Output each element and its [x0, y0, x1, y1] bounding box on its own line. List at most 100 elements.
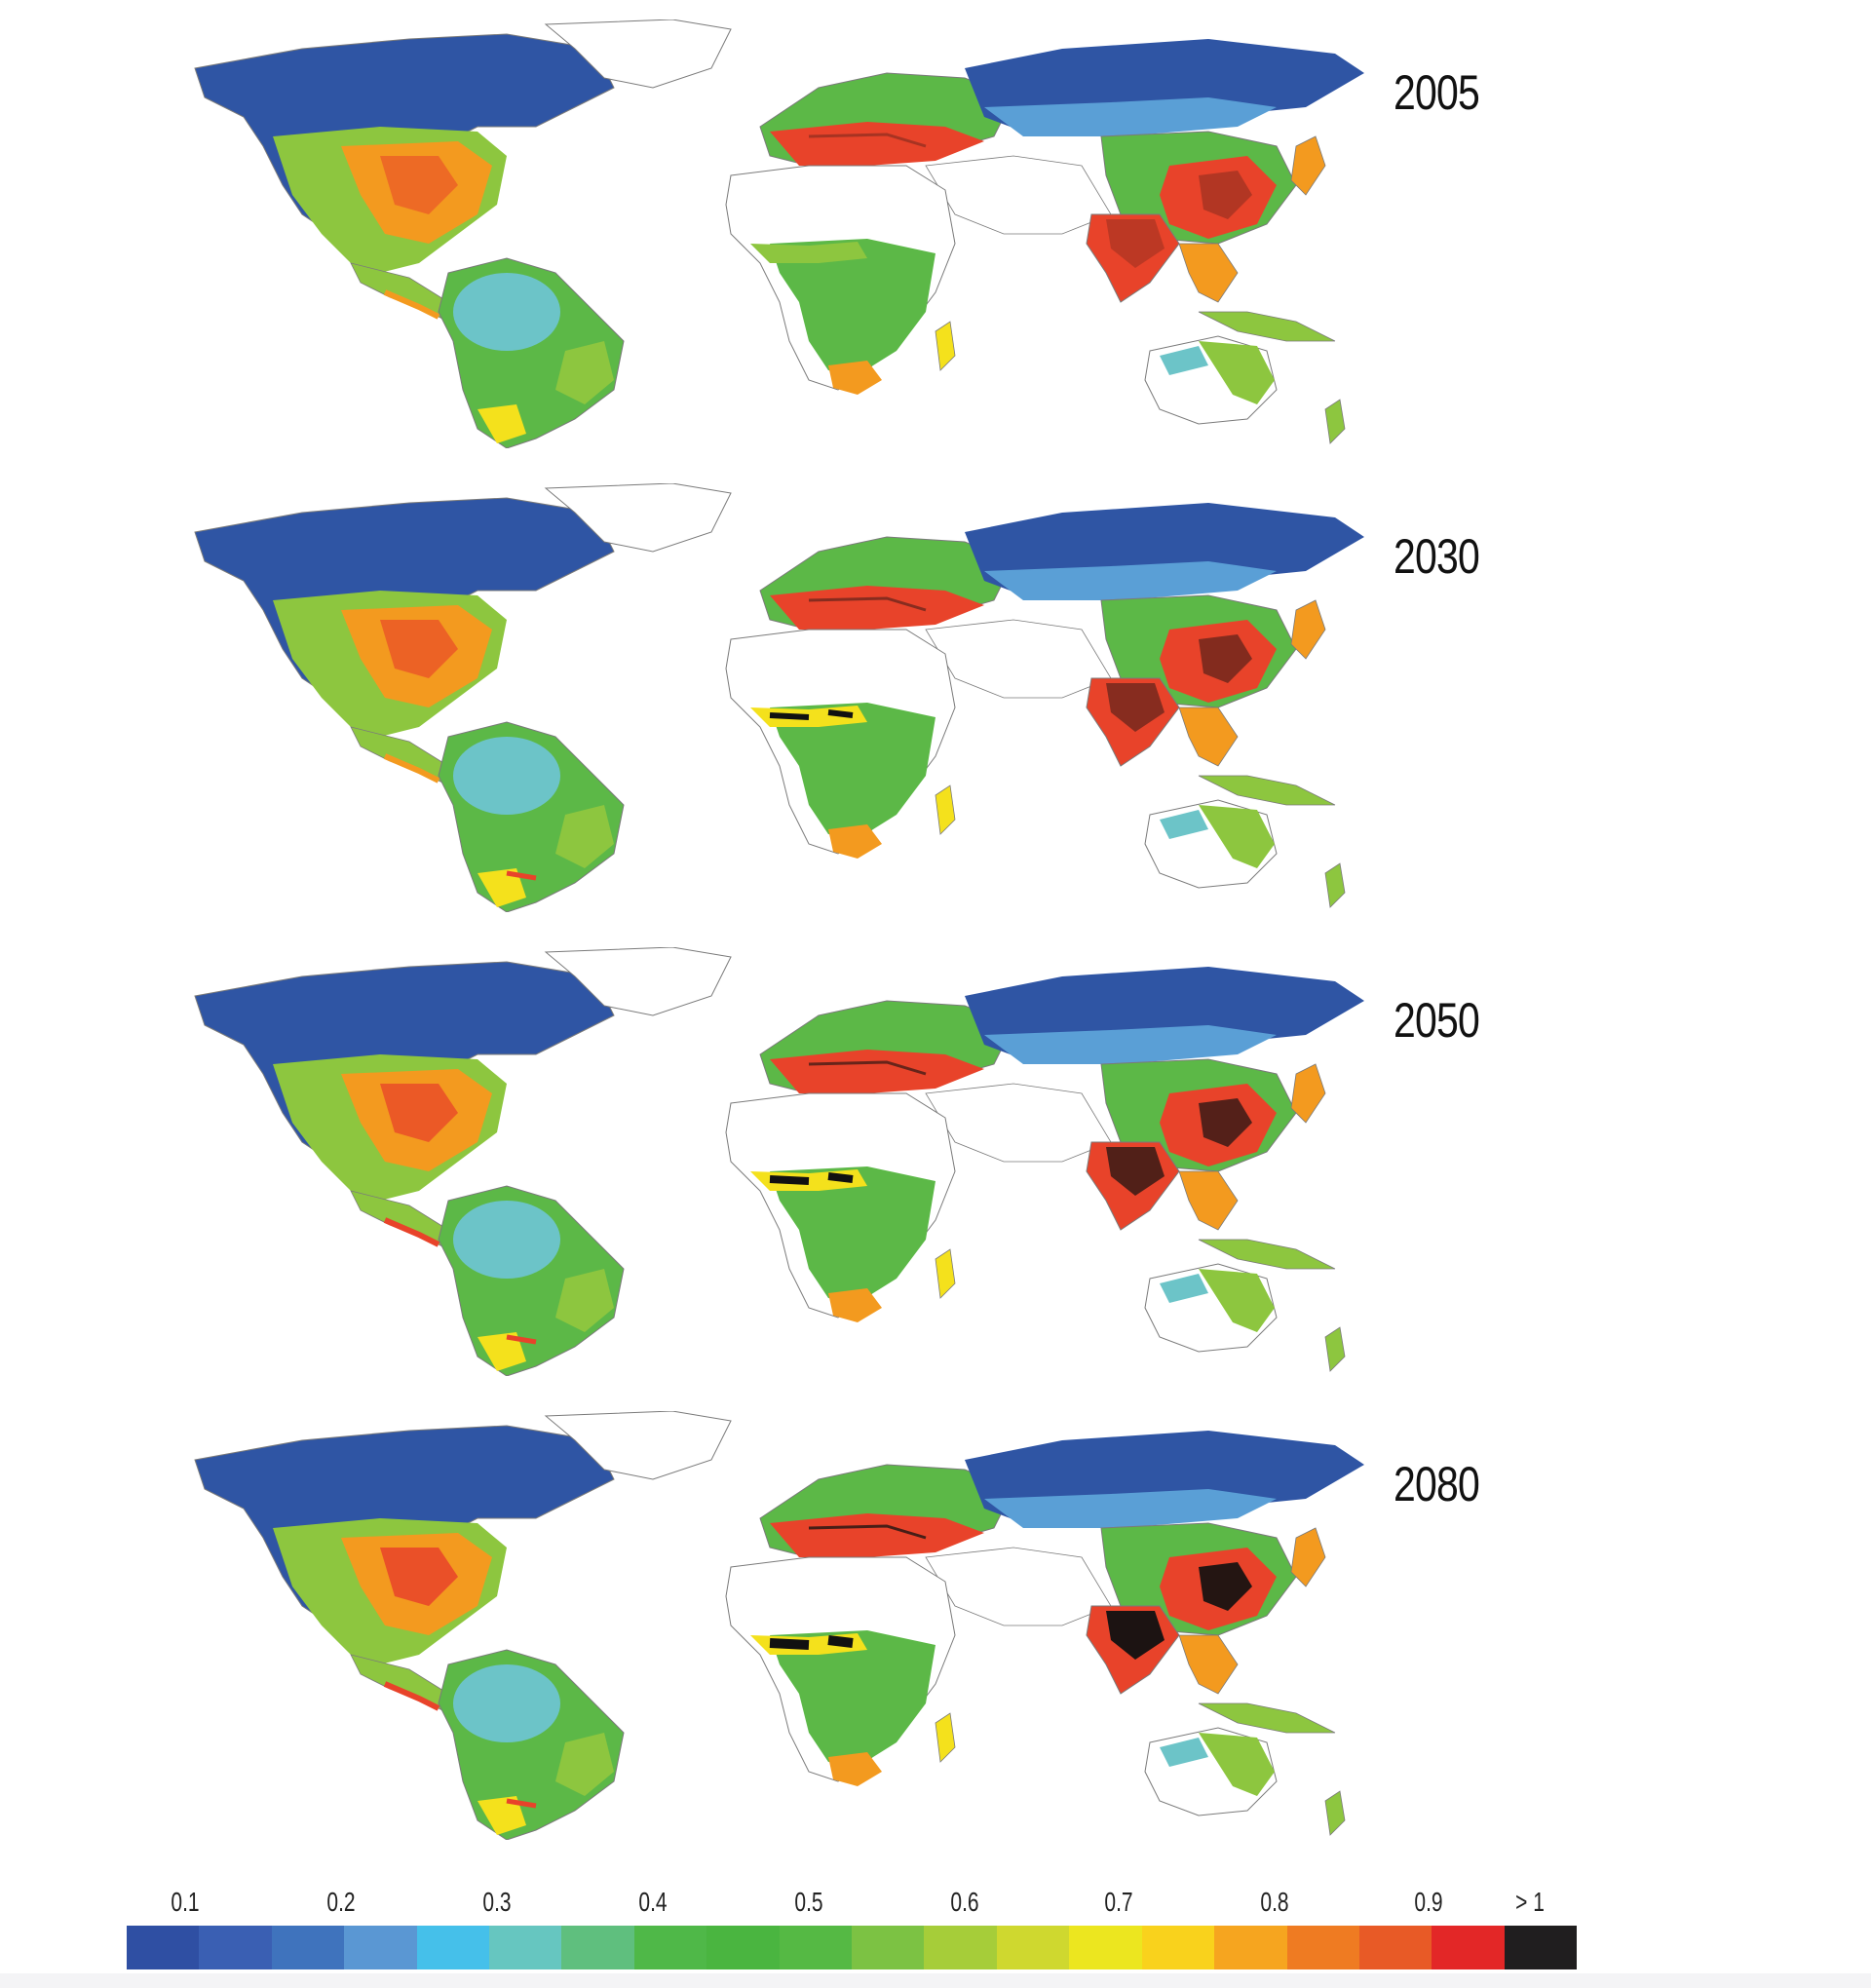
europe-heat [770, 122, 984, 166]
south-america-south [477, 1332, 526, 1371]
madagascar [935, 1248, 956, 1299]
india [1086, 213, 1180, 303]
pampas-heat [506, 1334, 537, 1345]
south-africa [828, 361, 882, 395]
australia-north [1160, 1738, 1208, 1767]
legend-tick: 0.6 [950, 1887, 979, 1917]
legend-swatch [779, 1926, 853, 1969]
japan [1290, 1063, 1326, 1124]
amazon-region [453, 273, 560, 351]
siberia-south [984, 561, 1277, 600]
greenland [544, 947, 732, 1016]
india-hotspot [1106, 1147, 1165, 1196]
legend-swatch [1432, 1926, 1505, 1969]
legend-tick: 0.1 [171, 1887, 200, 1917]
europe-hotspots [808, 1060, 927, 1076]
legend-tick: 0.4 [638, 1887, 668, 1917]
china-hotspot [1199, 171, 1252, 219]
legend-color-bar [127, 1926, 1578, 1969]
australia-east [1199, 1733, 1275, 1796]
india [1086, 677, 1180, 767]
japan [1290, 1527, 1326, 1587]
legend-swatch [271, 1926, 345, 1969]
madagascar [935, 784, 956, 835]
australia-east [1199, 1269, 1275, 1332]
sahel-hotspots [769, 1172, 854, 1185]
usa-heat-core [380, 1084, 458, 1142]
madagascar [935, 321, 956, 371]
year-label-2050: 2050 [1394, 993, 1480, 1048]
india-hotspot [1106, 1611, 1165, 1660]
new-zealand [1324, 1326, 1346, 1372]
color-scale-legend: 0.1 0.2 0.3 0.4 0.5 0.6 0.7 0.8 0.9 > 1 [127, 1887, 1578, 1969]
china-hotspot [1199, 1098, 1252, 1147]
amazon-region [453, 737, 560, 815]
china-heat [1160, 156, 1277, 239]
central-america-heat [383, 753, 440, 784]
sahel [750, 242, 867, 263]
legend-swatch [1141, 1926, 1215, 1969]
legend-swatch [1358, 1926, 1432, 1969]
legend-swatch [127, 1926, 200, 1969]
middle-east [925, 619, 1112, 699]
india-hotspot [1106, 683, 1165, 732]
legend-tick: 0.7 [1104, 1887, 1133, 1917]
siberia-south [984, 1025, 1277, 1064]
legend-swatch [1069, 1926, 1142, 1969]
legend-swatch [1214, 1926, 1287, 1969]
japan [1290, 599, 1326, 660]
legend-tick: 0.2 [326, 1887, 356, 1917]
south-america-south [477, 1796, 526, 1835]
new-zealand [1324, 862, 1346, 908]
southeast-asia [1178, 243, 1239, 303]
europe-hotspots [808, 596, 927, 612]
year-label-2080: 2080 [1394, 1457, 1480, 1511]
amazon-region [453, 1201, 560, 1279]
madagascar [935, 1712, 956, 1763]
world-map [194, 19, 1364, 448]
indonesia [1198, 1702, 1336, 1734]
australia-east [1199, 805, 1275, 868]
map-panel-2080 [0, 1401, 1871, 1859]
australia-north [1160, 1274, 1208, 1303]
world-map [194, 947, 1364, 1376]
legend-swatch [996, 1926, 1070, 1969]
legend-swatch [416, 1926, 490, 1969]
legend-swatch [852, 1926, 925, 1969]
europe-heat [770, 1050, 984, 1093]
legend-swatch [489, 1926, 562, 1969]
africa-central [770, 703, 936, 839]
usa-heat-core [380, 1548, 458, 1606]
china-heat [1160, 620, 1277, 703]
legend-tick: 0.5 [794, 1887, 823, 1917]
china-hotspot [1199, 1562, 1252, 1611]
africa-central [770, 1630, 936, 1767]
new-zealand [1324, 1790, 1346, 1836]
europe-heat [770, 586, 984, 630]
legend-tick: 0.8 [1260, 1887, 1289, 1917]
europe-hotspots [808, 133, 927, 148]
south-africa [828, 824, 882, 859]
greenland [544, 1411, 732, 1480]
southeast-asia [1178, 1634, 1239, 1695]
brazil-east [555, 1269, 614, 1332]
amazon-region [453, 1664, 560, 1742]
legend-swatch [199, 1926, 272, 1969]
legend-swatch [706, 1926, 780, 1969]
pampas-heat [506, 1798, 537, 1809]
legend-swatch [1504, 1926, 1578, 1969]
legend-swatch [344, 1926, 417, 1969]
map-panel-2050 [0, 937, 1871, 1395]
indonesia [1198, 311, 1336, 342]
pampas-heat [506, 870, 537, 881]
greenland [544, 483, 732, 553]
world-map [194, 483, 1364, 912]
south-africa [828, 1752, 882, 1786]
middle-east [925, 1547, 1112, 1626]
central-america-heat [383, 289, 440, 320]
europe-heat [770, 1513, 984, 1557]
new-zealand [1324, 399, 1346, 444]
usa-heat-core [380, 620, 458, 678]
legend-tick: > 1 [1515, 1887, 1545, 1917]
australia-east [1199, 341, 1275, 404]
